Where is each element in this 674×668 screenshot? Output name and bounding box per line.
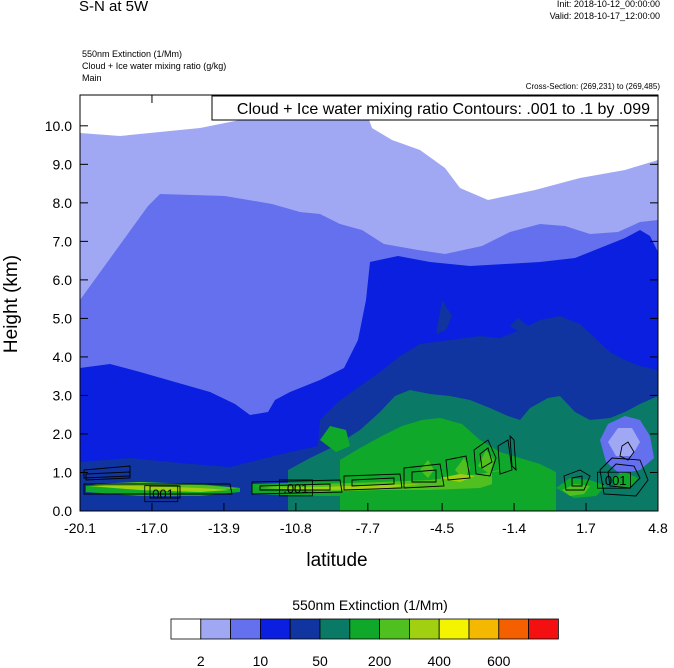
colorbar-swatch — [438, 618, 470, 640]
colorbar-swatch — [259, 618, 291, 640]
y-tick-label: 2.0 — [53, 426, 73, 442]
y-tick-label: 4.0 — [53, 349, 73, 365]
y-tick-label: 7.0 — [53, 233, 73, 249]
colorbar: 2 10 50 200 400 600 — [170, 618, 559, 668]
valid-time: Valid: 2018-10-17_12:00:00 — [549, 11, 660, 21]
colorbar-swatch — [528, 618, 559, 640]
colorbar-label: 10 — [253, 653, 269, 668]
y-tick-label: 1.0 — [53, 464, 73, 480]
x-tick-label: -17.0 — [136, 520, 168, 536]
colorbar-swatch — [200, 618, 232, 640]
colorbar-swatch — [319, 618, 351, 640]
colorbar-label: 50 — [312, 653, 328, 668]
y-tick-label: 5.0 — [53, 310, 73, 326]
x-tick-label: 1.7 — [576, 520, 596, 536]
contour-info-label: Cloud + Ice water mixing ratio Contours:… — [237, 101, 650, 118]
contour-label-box — [278, 479, 313, 497]
y-tick-label: 10.0 — [45, 118, 72, 134]
x-tick-label: 4.8 — [648, 520, 668, 536]
contour-label-box — [596, 471, 631, 489]
field-label-main: Main — [82, 73, 102, 83]
colorbar-label: 2 — [197, 653, 205, 668]
colorbar-label: 400 — [428, 653, 452, 668]
x-axis-label: latitude — [306, 550, 368, 571]
colorbar-swatch — [498, 618, 529, 640]
y-tick-label: 9.0 — [53, 156, 73, 172]
contour-label-box — [144, 485, 179, 503]
colorbar-swatch — [408, 618, 440, 640]
contour-value-label: .001 — [149, 487, 174, 502]
cloud-water-contours — [83, 434, 649, 499]
cross-section-label: Cross-Section: (269,231) to (269,485) — [525, 82, 660, 91]
x-tick-label: -7.7 — [356, 520, 380, 536]
colorbar-title: 550nm Extinction (1/Mm) — [292, 597, 448, 613]
contour-info-box — [211, 95, 659, 121]
colorbar-label: 600 — [487, 653, 511, 668]
field-label-extinction: 550nm Extinction (1/Mm) — [82, 49, 183, 59]
colorbar-swatch — [170, 618, 202, 640]
init-time: Init: 2018-10-12_00:00:00 — [556, 0, 660, 9]
field-label-mixing-ratio: Cloud + Ice water mixing ratio (g/kg) — [82, 61, 227, 71]
contour-fill — [80, 95, 658, 511]
colorbar-swatch — [379, 618, 410, 640]
colorbar-swatch — [230, 618, 261, 640]
y-tick-label: 3.0 — [53, 387, 73, 403]
colorbar-swatch — [468, 618, 500, 640]
page-title: S-N at 5W — [79, 0, 149, 15]
contour-value-label: .001 — [283, 481, 308, 496]
x-tick-label: -4.5 — [430, 520, 454, 536]
x-tick-label: -20.1 — [64, 520, 96, 536]
axes: -20.1 -17.0 -13.9 -10.8 -7.7 -4.5 -1.4 1.7 4.8 0.… — [45, 95, 668, 536]
contour-value-labels: .001 .001 .001 — [144, 471, 631, 503]
x-tick-label: -10.8 — [280, 520, 312, 536]
contour-value-label: .001 — [601, 473, 626, 488]
y-tick-label: 0.0 — [53, 503, 73, 519]
plot-frame — [79, 94, 659, 512]
colorbar-label: 200 — [368, 653, 392, 668]
colorbar-swatch — [289, 618, 321, 640]
x-tick-label: -13.9 — [208, 520, 240, 536]
y-axis-label: Height (km) — [1, 254, 22, 354]
y-tick-label: 6.0 — [53, 272, 73, 288]
colorbar-swatch — [349, 618, 380, 640]
y-tick-label: 8.0 — [53, 195, 73, 211]
x-tick-label: -1.4 — [502, 520, 526, 536]
